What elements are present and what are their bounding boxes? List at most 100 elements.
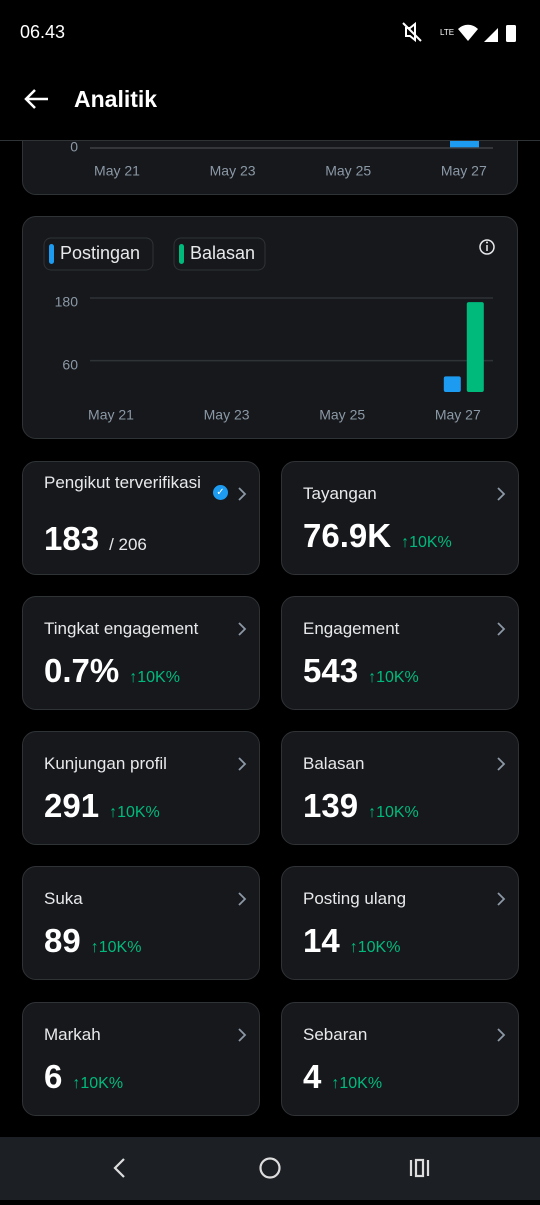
stat-value-row: 0.7% ↑10K%: [44, 652, 180, 690]
chevron: [497, 487, 506, 501]
nav-recents[interactable]: [409, 1158, 430, 1178]
stat-value: 0.7%: [44, 652, 120, 689]
chevron-path: [238, 622, 247, 636]
chevron-path: [238, 1028, 247, 1042]
chevron-path: [238, 757, 247, 771]
nav-home[interactable]: [259, 1157, 281, 1179]
up-arrow: ↑: [368, 804, 377, 821]
stat-change: 10K%: [357, 939, 401, 956]
legend-label: Balasan: [190, 243, 255, 263]
page-title: Analitik: [74, 86, 158, 112]
stat-value-row: 4 ↑10K%: [303, 1058, 382, 1096]
chevron-path: [497, 1028, 506, 1042]
stat-change: 10K%: [409, 534, 452, 551]
stat-value-row: 543 ↑10K%: [303, 652, 419, 690]
stat-card[interactable]: Markah 6 ↑10K%: [22, 1002, 260, 1116]
x-tick-label: May 21: [94, 163, 140, 179]
y-tick-label: 0: [70, 139, 78, 155]
verified-icon: ✓: [213, 485, 228, 500]
legend-swatch: [49, 244, 54, 264]
stat-card[interactable]: Engagement 543 ↑10K%: [281, 596, 519, 710]
top-chart: 0 May 21 May 23 May 25 May 27: [70, 138, 493, 179]
stat-card[interactable]: Pengikut terverifikasi ✓ 183 / 206: [22, 461, 260, 575]
stat-card[interactable]: Kunjungan profil 291 ↑10K%: [22, 731, 260, 845]
stat-change: 10K%: [376, 669, 419, 686]
stat-value: 291: [44, 787, 100, 824]
info-icon[interactable]: [479, 239, 495, 255]
x-tick-label: May 21: [88, 407, 134, 423]
back-button[interactable]: [22, 86, 52, 112]
stat-change: 10K%: [376, 804, 419, 821]
stat-change: 10K%: [339, 1075, 383, 1092]
stat-value-row: 291 ↑10K%: [44, 787, 160, 825]
stat-card[interactable]: Tayangan 76.9K ↑10K%: [281, 461, 519, 575]
bar: [466, 302, 484, 392]
chevron-path: [497, 757, 506, 771]
nav-icons: [113, 1157, 430, 1179]
stat-card[interactable]: Suka 89 ↑10K%: [22, 866, 260, 980]
stat-change-wrap: ↑10K%: [72, 1075, 123, 1092]
stat-value: 6: [44, 1058, 63, 1095]
up-arrow: ↑: [401, 534, 410, 551]
x-tick-label: May 25: [325, 163, 371, 179]
stat-label: Suka: [44, 889, 83, 908]
x-tick-label: May 23: [210, 163, 256, 179]
up-arrow: ↑: [331, 1075, 340, 1092]
chevron-path: [238, 487, 247, 501]
nav-bar: [0, 1137, 540, 1200]
stat-card[interactable]: Posting ulang 14 ↑10K%: [281, 866, 519, 980]
nav-back[interactable]: [113, 1158, 125, 1178]
y-tick-label: 60: [62, 356, 78, 372]
stat-card[interactable]: Sebaran 4 ↑10K%: [281, 1002, 519, 1116]
stat-card[interactable]: Balasan 139 ↑10K%: [281, 731, 519, 845]
legend-label: Postingan: [60, 243, 140, 263]
stat-value-row: 6 ↑10K%: [44, 1058, 123, 1096]
stat-label: Tayangan: [303, 484, 377, 503]
stat-value-row: 139 ↑10K%: [303, 787, 419, 825]
stat-label: Engagement: [303, 619, 400, 638]
bar: [443, 376, 461, 392]
stat-change: 10K%: [117, 804, 160, 821]
chevron: [497, 757, 506, 771]
stat-label: Markah: [44, 1025, 101, 1044]
up-arrow: ↑: [109, 804, 118, 821]
svg-text:LTE: LTE: [440, 28, 454, 37]
legend-box: [173, 237, 266, 271]
stat-value-row: 14 ↑10K%: [303, 922, 400, 960]
stat-change-wrap: ↑10K%: [401, 534, 452, 551]
x-tick-label: May 23: [204, 407, 250, 423]
stat-change-wrap: ↑10K%: [368, 804, 419, 821]
stat-value-row: 76.9K ↑10K%: [303, 517, 452, 555]
status-time: 06.43: [20, 22, 66, 42]
stat-card[interactable]: Tingkat engagement 0.7% ↑10K%: [22, 596, 260, 710]
up-arrow: ↑: [368, 669, 377, 686]
chevron: [497, 892, 506, 906]
stat-value: 4: [303, 1058, 322, 1095]
chevron: [238, 757, 247, 771]
chevron-path: [497, 622, 506, 636]
partial-bar: [450, 138, 479, 148]
stat-value: 76.9K: [303, 517, 392, 554]
stat-change: 10K%: [137, 669, 180, 686]
legend-box: [43, 237, 154, 271]
stat-value: 139: [303, 787, 359, 824]
chart-card: [22, 216, 518, 439]
x-tick-label: May 25: [319, 407, 365, 423]
stat-total: / 206: [109, 535, 147, 554]
chevron-path: [497, 892, 506, 906]
up-arrow: ↑: [129, 669, 138, 686]
up-arrow: ↑: [72, 1075, 81, 1092]
stat-value: 89: [44, 922, 81, 959]
y-tick-label: 180: [55, 294, 79, 310]
stat-value-row: 183 / 206: [44, 520, 147, 558]
chevron: [238, 622, 247, 636]
x-tick-label: May 27: [435, 407, 481, 423]
up-arrow: ↑: [349, 939, 358, 956]
stat-change-wrap: ↑10K%: [91, 939, 142, 956]
stat-change: 10K%: [98, 939, 142, 956]
stat-change-wrap: ↑10K%: [368, 669, 419, 686]
stat-label: Posting ulang: [303, 889, 407, 908]
chevron: [238, 892, 247, 906]
